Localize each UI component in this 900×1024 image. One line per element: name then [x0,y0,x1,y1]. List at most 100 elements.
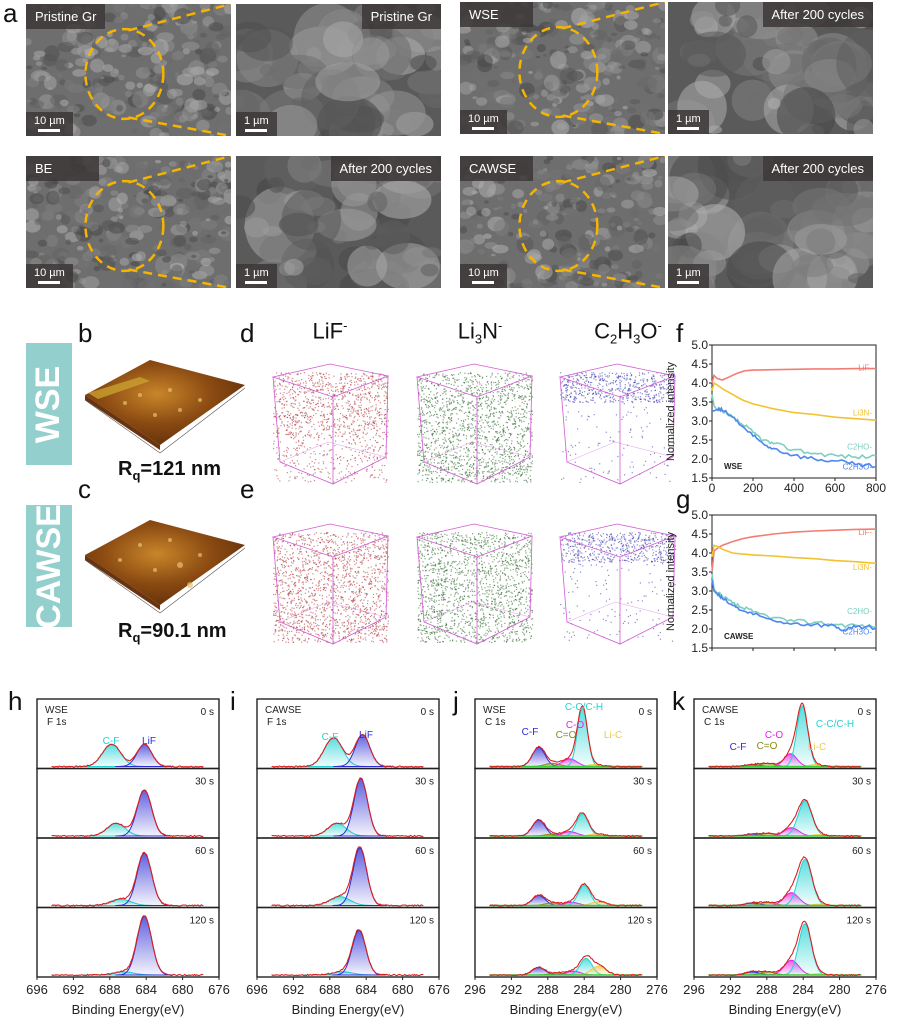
x-tick-label: 676 [208,982,230,997]
xps-envelope [51,743,204,768]
peak-label: LiF [359,730,373,741]
y-tick-label: 3.0 [691,414,708,428]
panel-letter-e: e [240,474,255,504]
sputter-time-label: 60 s [195,846,214,857]
x-axis-label: Binding Energy(eV) [729,1002,842,1017]
rq-subscript: q [132,468,141,483]
panel-letter-f: f [676,318,684,348]
series-label: C2HO- [847,607,872,616]
x-tick-label: 696 [246,982,268,997]
sample-tag-cawse: CAWSE [26,503,72,629]
sample-label: CAWSE [265,705,302,716]
peak-label: C-F [322,732,339,743]
sputter-time-label: 30 s [195,777,214,788]
xps-subpanel-frame [256,906,440,978]
x-tick-label: 680 [392,982,414,997]
y-tick-label: 3.5 [691,395,708,409]
peak-label: C-F [103,736,120,747]
x-tick-label: 284 [573,982,595,997]
species-title-lif: LiF- [270,318,390,344]
y-tick-label: 2.5 [691,433,708,447]
core-level-label: C 1s [704,717,725,728]
x-axis-label: Binding Energy(eV) [510,1002,623,1017]
xps-subpanel-frame [693,767,877,839]
series-line [711,579,877,632]
scale-bar: 1 µm [668,110,709,134]
sample-tag-cawse-text: CAWSE [29,503,68,629]
sputter-time-label: 0 s [858,707,871,718]
x-tick-label: 688 [319,982,341,997]
y-tick-label: 1.5 [691,471,708,485]
peak-label: C-C/C-H [565,702,603,713]
roughness-wse: Rq=121 nm [118,458,221,483]
series-label: C2HO- [847,443,872,452]
depth-profile-chart-cawse: 1.5 2.0 2.5 3.0 3.5 4.0 4.5 5.0 Normalized inten… [665,508,877,655]
xps-envelope [271,846,424,907]
panel-letter-c: c [78,474,91,504]
x-tick-label: 292 [501,982,523,997]
x-tick-label: 276 [646,982,668,997]
series-line [711,544,877,565]
x-tick-label: 688 [99,982,121,997]
sputter-time-label: 30 s [852,777,871,788]
tof-sims-cube [271,523,390,645]
xps-envelope [708,856,861,907]
y-tick-label: 4.5 [691,357,708,371]
x-tick-label: 400 [784,481,804,495]
species-text: H [617,318,634,344]
xps-envelope [271,733,424,768]
afm-image-cawse [84,520,246,614]
scale-bar-label: 10 µm [34,267,65,279]
x-tick-label: 296 [464,982,486,997]
species-text: Li [457,318,475,344]
xps-component-peak [115,915,174,976]
xps-envelope [51,789,204,838]
panel-letter-g: g [676,484,691,514]
scale-bar: 10 µm [460,110,507,134]
species-charge: - [657,318,662,333]
xps-envelope [489,955,642,977]
sputter-time-label: 0 s [639,707,652,718]
panel-letter-j: j [453,686,459,716]
core-level-label: C 1s [485,717,506,728]
series-label: Li3N- [853,563,872,572]
xps-envelope [51,851,204,907]
peak-label: C-F [522,727,539,738]
sputter-time-label: 30 s [633,777,652,788]
scale-bar: 1 µm [236,112,277,136]
panel-letter-i: i [230,686,236,716]
sputter-time-label: 30 s [415,777,434,788]
peak-label: C=O [757,741,778,752]
sample-label: WSE [483,705,506,716]
core-level-label: F 1s [47,717,66,728]
rq-subscript: q [132,630,141,645]
rq-symbol: R [118,458,133,480]
xps-subpanel-frame [693,906,877,978]
series-label: Li3N- [853,408,872,417]
sample-tag-wse-text: WSE [29,365,68,443]
x-tick-label: 288 [537,982,559,997]
tof-sims-cube [415,363,534,485]
y-tick-label: 3.0 [691,584,708,598]
peak-label: C-C/C-H [816,719,854,730]
tof-sims-cube [558,363,677,485]
y-tick-label: 4.0 [691,546,708,560]
species-subscript: 3 [474,331,483,347]
peak-label: C-F [730,742,747,753]
species-charge: - [497,318,503,333]
core-level-label: F 1s [267,717,286,728]
species-text: C [594,318,611,344]
sem-label: Pristine Gr [361,4,441,29]
series-line [711,573,877,630]
sem-label: BE [26,156,99,181]
panel-letter-h: h [8,686,23,716]
panel-letter-d: d [240,318,255,348]
species-title-li3n: Li3N- [420,318,540,347]
scale-bar-label: 10 µm [468,113,499,125]
xps-subpanel-frame [36,767,220,839]
x-tick-label: 680 [172,982,194,997]
scale-bar: 1 µm [236,264,277,288]
scale-bar-label: 10 µm [468,267,499,279]
